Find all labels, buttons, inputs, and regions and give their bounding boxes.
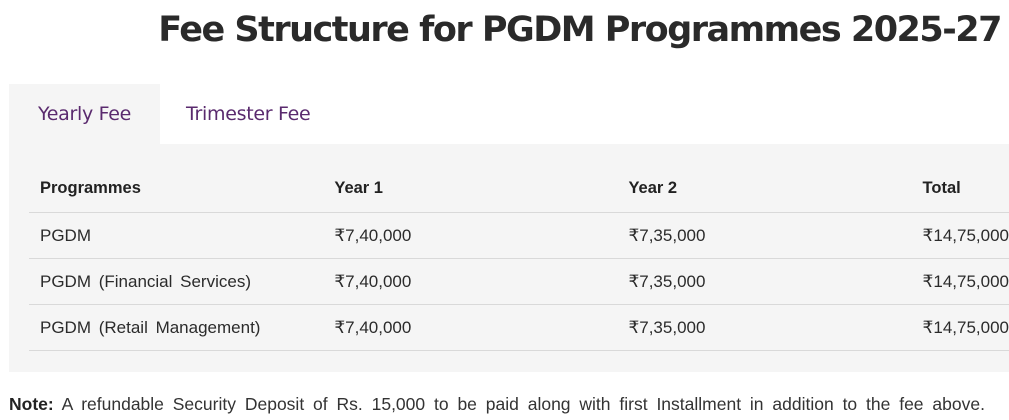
cell-programme: PGDM (Financial Services) [29, 258, 324, 305]
cell-programme: PGDM [29, 212, 324, 259]
fee-tabs: Yearly Fee Trimester Fee [9, 84, 311, 144]
cell-year-2: ₹7,35,000 [617, 258, 912, 305]
table-row: PGDM (Retail Management) ₹7,40,000 ₹7,35… [29, 304, 1009, 351]
note-text: A refundable Security Deposit of Rs. 15,… [61, 394, 985, 414]
cell-total: ₹14,75,000 [911, 304, 1009, 351]
fee-note: Note: A refundable Security Deposit of R… [9, 394, 985, 415]
page-title: Fee Structure for PGDM Programmes 2025-2… [158, 10, 1002, 50]
header-year-2: Year 2 [617, 164, 912, 213]
tab-yearly-fee[interactable]: Yearly Fee [9, 84, 160, 144]
table-row: PGDM ₹7,40,000 ₹7,35,000 ₹14,75,000 [29, 212, 1009, 259]
fee-table: Programmes Year 1 Year 2 Total PGDM ₹7,4… [29, 164, 1009, 351]
cell-programme: PGDM (Retail Management) [29, 304, 324, 351]
fee-panel: Programmes Year 1 Year 2 Total PGDM ₹7,4… [9, 144, 1009, 372]
cell-year-2: ₹7,35,000 [617, 304, 912, 351]
cell-year-1: ₹7,40,000 [323, 304, 618, 351]
table-row: PGDM (Financial Services) ₹7,40,000 ₹7,3… [29, 258, 1009, 305]
header-programmes: Programmes [29, 164, 324, 213]
table-header-row: Programmes Year 1 Year 2 Total [29, 164, 1009, 213]
cell-total: ₹14,75,000 [911, 212, 1009, 259]
header-total: Total [911, 164, 1009, 213]
header-year-1: Year 1 [323, 164, 618, 213]
cell-year-2: ₹7,35,000 [617, 212, 912, 259]
cell-total: ₹14,75,000 [911, 258, 1009, 305]
cell-year-1: ₹7,40,000 [323, 212, 618, 259]
cell-year-1: ₹7,40,000 [323, 258, 618, 305]
tab-trimester-fee[interactable]: Trimester Fee [186, 103, 311, 125]
note-label: Note: [9, 394, 54, 414]
